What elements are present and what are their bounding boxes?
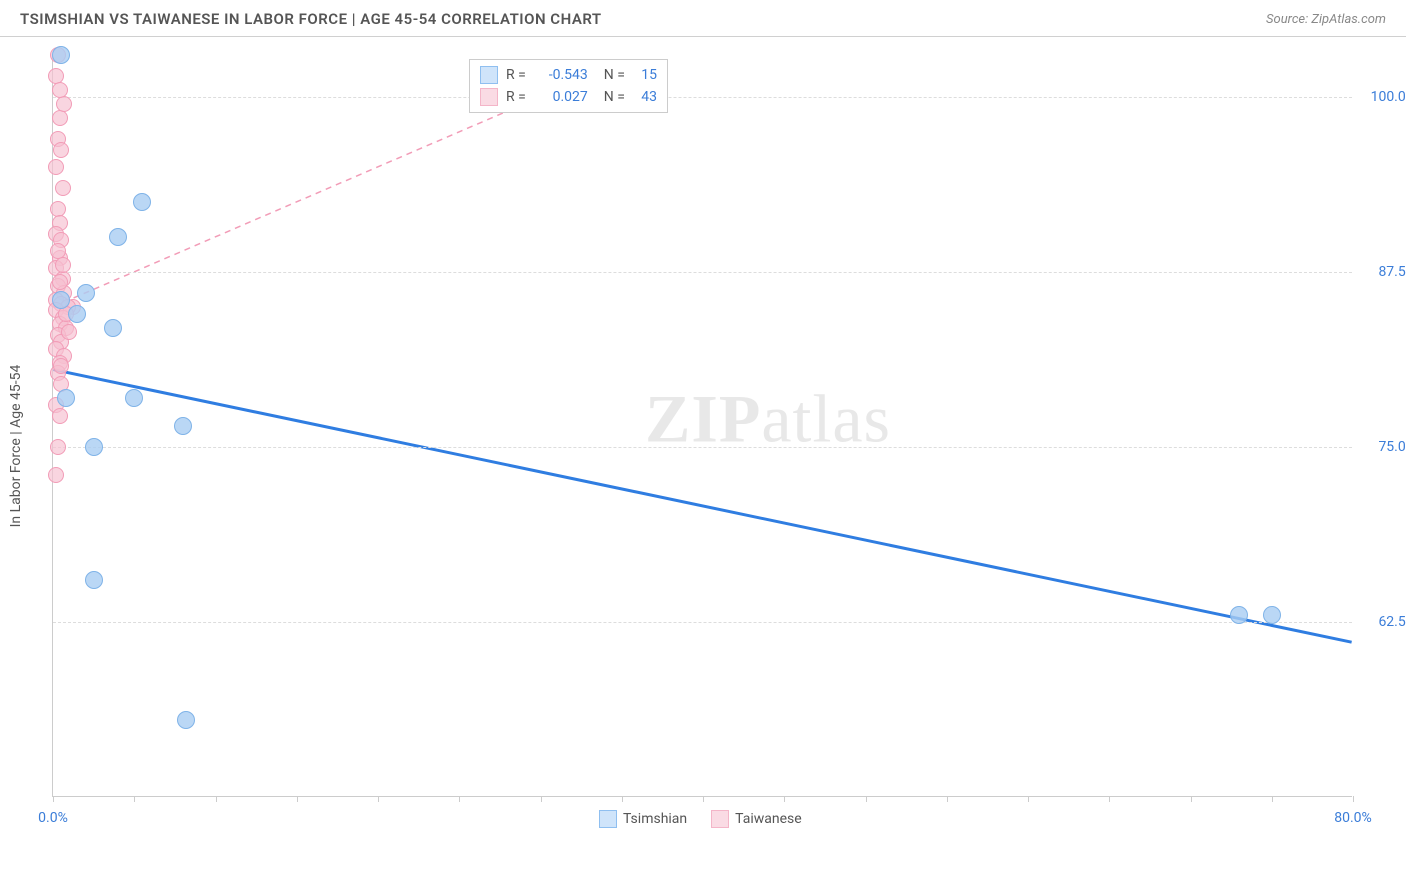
r-value: -0.543: [534, 64, 588, 86]
x-tick: [216, 796, 217, 802]
x-tick: [1109, 796, 1110, 802]
scatter-point: [52, 291, 70, 309]
r-label: R =: [506, 64, 526, 86]
scatter-point: [1263, 606, 1281, 624]
gridline-horizontal: [53, 622, 1352, 623]
y-tick-label: 75.0%: [1360, 439, 1406, 455]
x-tick: [297, 796, 298, 802]
scatter-point: [52, 46, 70, 64]
scatter-point: [56, 96, 72, 112]
gridline-horizontal: [53, 447, 1352, 448]
scatter-point: [104, 319, 122, 337]
correlation-legend: R = -0.543 N = 15 R = 0.027 N = 43: [469, 59, 668, 113]
legend-item: Tsimshian: [599, 810, 687, 828]
gridline-horizontal: [53, 97, 1352, 98]
x-tick: [866, 796, 867, 802]
x-tick-label: 80.0%: [1334, 810, 1372, 826]
scatter-point: [53, 142, 69, 158]
series-legend: Tsimshian Taiwanese: [599, 810, 802, 828]
x-tick: [1191, 796, 1192, 802]
x-tick: [947, 796, 948, 802]
x-tick: [622, 796, 623, 802]
legend-swatch: [480, 88, 498, 106]
scatter-point: [85, 438, 103, 456]
legend-label: Tsimshian: [623, 811, 687, 827]
source-attribution: Source: ZipAtlas.com: [1266, 12, 1386, 27]
scatter-point: [174, 417, 192, 435]
scatter-point: [50, 439, 66, 455]
n-label: N =: [604, 64, 625, 86]
scatter-point: [57, 389, 75, 407]
n-label: N =: [604, 86, 625, 108]
scatter-point: [177, 711, 195, 729]
scatter-point: [77, 284, 95, 302]
scatter-point: [52, 110, 68, 126]
x-tick: [1272, 796, 1273, 802]
legend-row: R = 0.027 N = 43: [480, 86, 657, 108]
scatter-point: [55, 257, 71, 273]
chart-title: TSIMSHIAN VS TAIWANESE IN LABOR FORCE | …: [20, 10, 602, 28]
x-tick: [541, 796, 542, 802]
x-tick: [53, 796, 54, 802]
legend-swatch: [480, 66, 498, 84]
legend-swatch: [599, 810, 617, 828]
x-tick: [378, 796, 379, 802]
x-tick: [134, 796, 135, 802]
x-tick: [1353, 796, 1354, 802]
legend-swatch: [711, 810, 729, 828]
scatter-point: [68, 305, 86, 323]
scatter-point: [52, 274, 68, 290]
regression-lines-layer: [53, 55, 1352, 796]
gridline-horizontal: [53, 272, 1352, 273]
y-tick-label: 100.0%: [1360, 89, 1406, 105]
scatter-point: [1230, 606, 1248, 624]
x-tick: [703, 796, 704, 802]
legend-row: R = -0.543 N = 15: [480, 64, 657, 86]
regression-line: [53, 370, 1351, 643]
r-label: R =: [506, 86, 526, 108]
legend-item: Taiwanese: [711, 810, 802, 828]
regression-line: [53, 97, 540, 307]
chart-plot-area: 62.5%75.0%87.5%100.0%0.0%80.0%ZIPatlas R…: [52, 55, 1352, 797]
scatter-point: [109, 228, 127, 246]
n-value: 15: [633, 64, 657, 86]
scatter-point: [133, 193, 151, 211]
scatter-point: [55, 180, 71, 196]
x-tick: [784, 796, 785, 802]
scatter-point: [85, 571, 103, 589]
x-tick: [1028, 796, 1029, 802]
x-tick-label: 0.0%: [38, 810, 68, 826]
n-value: 43: [633, 86, 657, 108]
scatter-point: [52, 82, 68, 98]
r-value: 0.027: [534, 86, 588, 108]
scatter-point: [48, 159, 64, 175]
scatter-point: [53, 358, 69, 374]
legend-label: Taiwanese: [735, 811, 802, 827]
y-tick-label: 87.5%: [1360, 264, 1406, 280]
scatter-point: [125, 389, 143, 407]
y-axis-label: In Labor Force | Age 45-54: [8, 365, 24, 528]
x-tick: [459, 796, 460, 802]
header: TSIMSHIAN VS TAIWANESE IN LABOR FORCE | …: [0, 0, 1406, 37]
scatter-point: [52, 408, 68, 424]
scatter-point: [48, 467, 64, 483]
y-tick-label: 62.5%: [1360, 614, 1406, 630]
scatter-point: [61, 324, 77, 340]
